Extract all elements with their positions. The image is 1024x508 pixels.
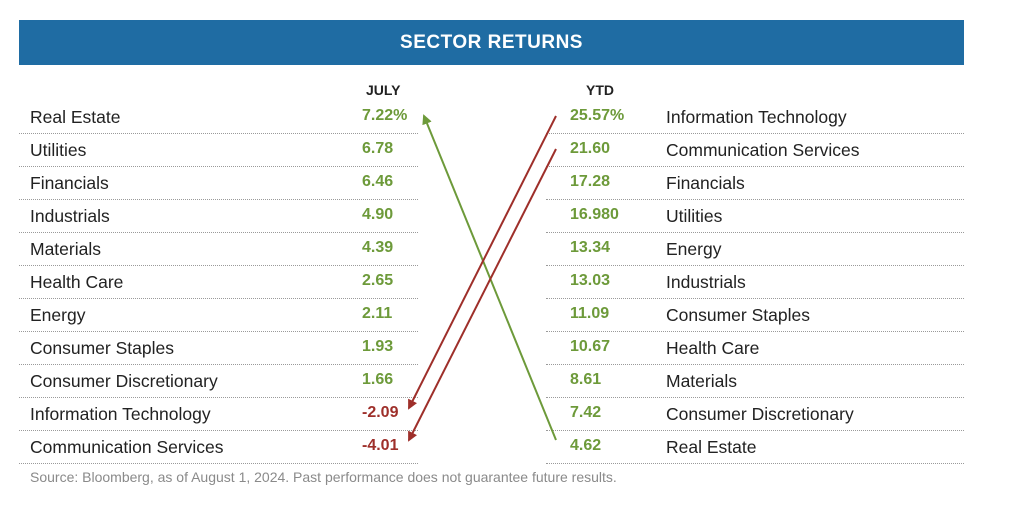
ytd-row-materials: Materials 8.61 xyxy=(546,364,964,398)
july-row-communication-services: Communication Services -4.01 xyxy=(19,430,418,464)
return-value: 21.60 xyxy=(570,140,611,157)
sector-label: Real Estate xyxy=(30,107,121,127)
ytd-row-industrials: Industrials 13.03 xyxy=(546,265,964,299)
return-value: 17.28 xyxy=(570,173,611,190)
sector-label: Utilities xyxy=(666,206,723,226)
return-value: 16.980 xyxy=(570,206,619,223)
ytd-row-utilities: Utilities 16.980 xyxy=(546,199,964,233)
return-value: 6.46 xyxy=(362,173,394,190)
return-value: 1.66 xyxy=(362,371,394,388)
sector-label: Health Care xyxy=(666,338,760,358)
sector-label: Consumer Discretionary xyxy=(30,371,218,391)
title-banner: SECTOR RETURNS xyxy=(19,20,964,65)
july-row-consumer-discretionary: Consumer Discretionary 1.66 xyxy=(19,364,418,398)
sector-label: Health Care xyxy=(30,272,124,292)
return-value: -4.01 xyxy=(362,437,399,454)
sector-label: Industrials xyxy=(30,206,110,226)
july-row-financials: Financials 6.46 xyxy=(19,166,418,200)
return-value: 7.22% xyxy=(362,107,408,124)
source-footnote: Source: Bloomberg, as of August 1, 2024.… xyxy=(30,469,617,485)
ytd-row-communication-services: Communication Services 21.60 xyxy=(546,133,964,167)
return-value: 13.03 xyxy=(570,272,611,289)
ytd-column-header: YTD xyxy=(586,82,614,98)
sector-label: Industrials xyxy=(666,272,746,292)
return-value: 2.65 xyxy=(362,272,394,289)
sector-label: Financials xyxy=(666,173,745,193)
real-estate-arrow xyxy=(422,114,557,441)
sector-label: Information Technology xyxy=(666,107,847,127)
sector-label: Communication Services xyxy=(666,140,860,160)
return-value: 4.39 xyxy=(362,239,394,256)
return-value: 4.62 xyxy=(570,437,602,454)
july-row-information-technology: Information Technology -2.09 xyxy=(19,397,418,431)
return-value: 2.11 xyxy=(362,305,393,322)
sector-label: Materials xyxy=(30,239,101,259)
return-value: 8.61 xyxy=(570,371,602,388)
ytd-row-consumer-staples: Consumer Staples 11.09 xyxy=(546,298,964,332)
return-value: 25.57% xyxy=(570,107,625,124)
sector-label: Utilities xyxy=(30,140,87,160)
sector-label: Real Estate xyxy=(666,437,757,457)
ytd-row-financials: Financials 17.28 xyxy=(546,166,964,200)
ytd-row-consumer-discretionary: Consumer Discretionary 7.42 xyxy=(546,397,964,431)
july-row-materials: Materials 4.39 xyxy=(19,232,418,266)
july-row-utilities: Utilities 6.78 xyxy=(19,133,418,167)
information-technology-arrow xyxy=(408,115,557,410)
sector-label: Energy xyxy=(666,239,722,259)
return-value: 4.90 xyxy=(362,206,394,223)
sector-label: Consumer Staples xyxy=(30,338,174,358)
sector-label: Materials xyxy=(666,371,737,391)
return-value: -2.09 xyxy=(362,404,399,421)
ytd-row-information-technology: Information Technology 25.57% xyxy=(546,100,964,134)
sector-label: Financials xyxy=(30,173,109,193)
sector-label: Information Technology xyxy=(30,404,211,424)
sector-label: Consumer Discretionary xyxy=(666,404,854,424)
sector-label: Energy xyxy=(30,305,86,325)
july-row-energy: Energy 2.11 xyxy=(19,298,418,332)
communication-services-arrow xyxy=(408,148,557,442)
july-column-header: JULY xyxy=(366,82,401,98)
july-row-real-estate: Real Estate 7.22% xyxy=(19,100,418,134)
sector-label: Communication Services xyxy=(30,437,224,457)
ytd-row-health-care: Health Care 10.67 xyxy=(546,331,964,365)
return-value: 13.34 xyxy=(570,239,611,256)
july-row-industrials: Industrials 4.90 xyxy=(19,199,418,233)
ytd-row-energy: Energy 13.34 xyxy=(546,232,964,266)
july-row-health-care: Health Care 2.65 xyxy=(19,265,418,299)
return-value: 6.78 xyxy=(362,140,394,157)
return-value: 1.93 xyxy=(362,338,394,355)
return-value: 11.09 xyxy=(570,305,610,322)
return-value: 7.42 xyxy=(570,404,602,421)
july-row-consumer-staples: Consumer Staples 1.93 xyxy=(19,331,418,365)
sector-label: Consumer Staples xyxy=(666,305,810,325)
page-title: SECTOR RETURNS xyxy=(400,31,583,53)
ytd-row-real-estate: Real Estate 4.62 xyxy=(546,430,964,464)
return-value: 10.67 xyxy=(570,338,611,355)
